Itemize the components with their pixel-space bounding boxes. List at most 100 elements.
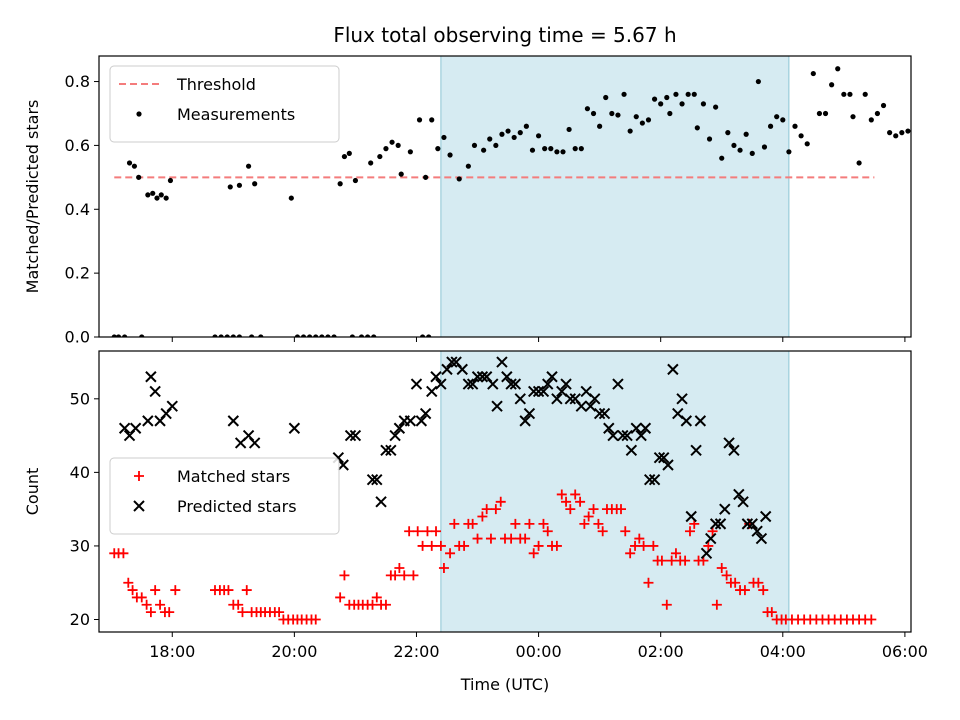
data-point: [627, 128, 633, 134]
x-axis-label: Time (UTC): [460, 675, 549, 694]
data-point: [408, 570, 419, 581]
x-tick-label: 00:00: [516, 642, 562, 661]
data-point: [145, 607, 156, 618]
data-point: [645, 117, 652, 123]
data-point: [733, 488, 745, 501]
data-point: [730, 577, 741, 588]
data-point: [755, 532, 768, 545]
data-point: [607, 429, 619, 442]
data-point: [426, 540, 437, 551]
legend: Matched stars Predicted stars: [109, 457, 340, 535]
data-point: [719, 155, 725, 161]
data-point: [158, 192, 164, 198]
data-point: [487, 136, 493, 142]
data-point: [325, 334, 331, 337]
data-point: [136, 592, 147, 603]
data-point: [467, 518, 478, 529]
data-point: [639, 422, 652, 434]
data-point: [134, 471, 144, 481]
data-point: [565, 504, 576, 515]
data-point: [236, 182, 243, 188]
data-point: [593, 518, 604, 529]
data-point: [412, 526, 423, 537]
data-point: [230, 334, 236, 337]
x-tick-label: 20:00: [271, 642, 317, 661]
data-point: [493, 142, 499, 149]
series-predicted-stars: [118, 356, 772, 559]
y-axis-label: Matched/Predicted stars: [23, 100, 42, 294]
data-point: [835, 66, 841, 72]
data-point: [398, 171, 404, 177]
data-point: [380, 444, 392, 457]
data-point: [542, 378, 554, 390]
data-point: [466, 378, 479, 390]
data-point: [579, 518, 590, 529]
data-point: [725, 130, 731, 136]
data-point: [630, 422, 642, 434]
x-tick-label: 22:00: [393, 642, 439, 661]
data-point: [612, 378, 624, 390]
y-tick-label: 50: [70, 389, 90, 408]
data-point: [416, 117, 423, 123]
data-point: [741, 518, 754, 530]
data-point: [666, 555, 677, 566]
data-point: [841, 91, 847, 97]
data-point: [535, 133, 542, 139]
data-point: [700, 101, 707, 107]
data-point: [761, 144, 768, 150]
axes-frame: [98, 350, 912, 633]
data-point: [691, 91, 697, 97]
data-point: [248, 437, 261, 449]
data-point: [584, 400, 597, 412]
data-point: [603, 422, 615, 434]
data-point: [236, 334, 243, 337]
data-point: [658, 451, 670, 464]
data-point: [643, 474, 656, 486]
data-point: [866, 614, 877, 625]
data-point: [548, 146, 554, 152]
data-point: [136, 174, 142, 180]
data-point: [589, 393, 601, 405]
x-tick-label: 02:00: [638, 642, 684, 661]
data-point: [575, 400, 588, 412]
data-point: [429, 117, 435, 123]
data-point: [476, 371, 489, 383]
data-point: [337, 459, 349, 471]
data-point: [767, 123, 774, 129]
data-point: [339, 570, 350, 581]
data-point: [856, 160, 862, 166]
y-tick-label: 0.4: [65, 200, 90, 219]
data-point: [798, 133, 804, 139]
data-point: [578, 146, 584, 152]
data-point: [252, 181, 258, 187]
data-point: [523, 123, 529, 129]
data-point: [441, 134, 447, 141]
data-point: [728, 444, 740, 457]
data-point: [899, 130, 905, 136]
data-point: [874, 110, 881, 117]
data-point: [505, 128, 511, 134]
plot-data: [109, 356, 877, 625]
data-point: [546, 371, 558, 383]
data-point: [447, 152, 453, 158]
y-tick-label: 30: [70, 536, 90, 555]
data-point: [365, 334, 371, 337]
data-point: [564, 393, 577, 405]
data-point: [471, 371, 484, 383]
data-point: [690, 444, 702, 457]
data-point: [661, 599, 672, 610]
data-point: [656, 555, 667, 566]
data-point: [680, 415, 693, 427]
data-point: [616, 504, 626, 515]
data-point: [662, 459, 674, 471]
data-point: [680, 555, 691, 566]
data-point: [456, 363, 468, 376]
data-point: [394, 563, 405, 574]
y-tick-label: 0.0: [65, 328, 90, 347]
data-point: [684, 526, 695, 537]
data-point: [566, 126, 572, 133]
data-point: [415, 415, 428, 427]
data-point: [349, 429, 362, 442]
data-point: [224, 334, 230, 337]
data-point: [481, 504, 492, 515]
